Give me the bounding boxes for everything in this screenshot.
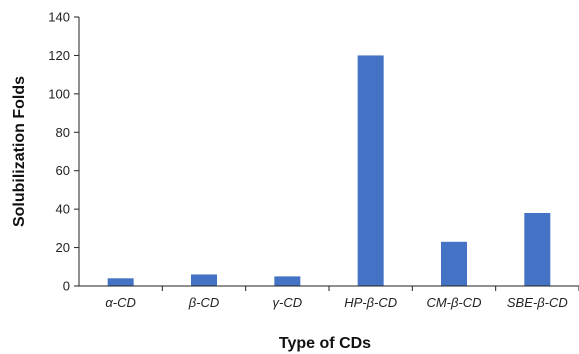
y-tick-label: 60 bbox=[56, 163, 70, 178]
x-tick-label: α-CD bbox=[105, 295, 136, 310]
y-tick-label: 100 bbox=[48, 86, 70, 101]
bar bbox=[274, 276, 301, 286]
y-tick-label: 120 bbox=[48, 48, 70, 63]
bar bbox=[357, 55, 384, 286]
bars bbox=[107, 55, 551, 286]
bar bbox=[107, 278, 134, 286]
x-tick-label: CM-β-CD bbox=[426, 295, 481, 310]
y-tick-label: 40 bbox=[56, 202, 70, 217]
x-tick-label: HP-β-CD bbox=[344, 295, 397, 310]
y-tick-label: 0 bbox=[63, 279, 70, 294]
x-tick-label: SBE-β-CD bbox=[507, 295, 568, 310]
bar bbox=[441, 241, 467, 286]
y-tick-label: 140 bbox=[48, 10, 70, 25]
x-axis-title: Type of CDs bbox=[279, 335, 371, 352]
y-tick-label: 80 bbox=[56, 125, 70, 140]
y-tick-label: 20 bbox=[56, 240, 70, 255]
y-axis-title: Solubilization Folds bbox=[11, 76, 28, 227]
x-axis-tick-labels: α-CD β-CD γ-CD HP-β-CD CM-β-CD SBE-β-CD bbox=[105, 286, 579, 310]
y-axis-ticks: 0 20 40 60 80 100 120 140 bbox=[48, 10, 79, 294]
x-tick-label: β-CD bbox=[188, 295, 220, 310]
bar bbox=[524, 212, 551, 286]
x-tick-label: γ-CD bbox=[273, 295, 303, 310]
bar bbox=[191, 274, 217, 286]
